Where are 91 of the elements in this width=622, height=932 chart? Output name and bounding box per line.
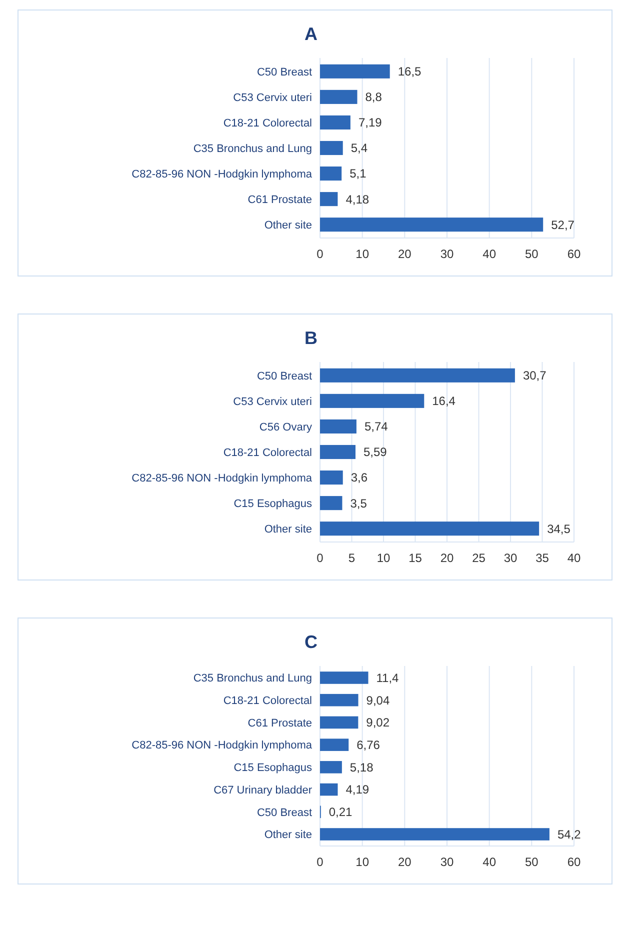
bar: [320, 419, 356, 434]
data-label: 7,19: [358, 116, 382, 130]
y-tick-label: C56 Ovary: [259, 421, 312, 434]
bar: [320, 368, 515, 382]
data-label: 16,5: [398, 64, 422, 79]
x-tick-label: 40: [482, 855, 496, 869]
bar: [320, 90, 358, 104]
data-label: 5,74: [364, 420, 388, 434]
bar: [320, 140, 343, 156]
bar: [320, 694, 358, 706]
chart-title: A: [304, 24, 318, 44]
data-label: 9,02: [366, 716, 390, 730]
data-label: 4,19: [346, 782, 370, 797]
chart-title: C: [304, 632, 318, 652]
data-label: 4,18: [346, 192, 370, 206]
y-tick-label: C50 Breast: [256, 370, 312, 382]
y-tick-label: C67 Urinary bladder: [214, 784, 312, 796]
data-label: 5,18: [350, 760, 374, 774]
y-tick-label: C15 Esophagus: [234, 762, 312, 774]
data-label: 54,2: [557, 827, 582, 842]
y-tick-label: C53 Cervix uteri: [233, 92, 312, 104]
x-tick-label: 20: [398, 855, 412, 869]
x-tick-label: 40: [567, 551, 581, 565]
data-label: 11,4: [376, 670, 400, 685]
y-tick-label: C82-85-96 NON -Hodgkin lymphoma: [132, 472, 313, 484]
y-tick-label: C82-85-96 NON -Hodgkin lymphoma: [132, 740, 313, 752]
bar: [320, 783, 338, 796]
data-label: 30,7: [522, 368, 547, 383]
x-tick-label: 15: [408, 551, 422, 565]
y-tick-label: C50 Breast: [256, 66, 312, 78]
y-tick-label: Other site: [264, 829, 312, 842]
x-tick-label: 0: [316, 551, 324, 565]
y-tick-label: C18-21 Colorectal: [223, 117, 312, 130]
bar: [320, 192, 338, 206]
y-tick-label: C15 Esophagus: [234, 498, 312, 510]
bar: [320, 444, 356, 460]
x-tick-label: 60: [567, 855, 581, 869]
data-label: 3,5: [350, 496, 368, 510]
y-tick-label: C50 Breast: [256, 806, 312, 819]
x-tick-label: 30: [440, 855, 454, 869]
bar: [320, 828, 550, 840]
data-label: 5,59: [363, 445, 388, 460]
x-tick-label: 50: [524, 855, 539, 869]
y-tick-label: C61 Prostate: [248, 717, 312, 730]
x-tick-label: 50: [524, 247, 539, 261]
bar: [320, 394, 424, 408]
x-tick-label: 10: [376, 551, 390, 565]
y-tick-label: Other site: [264, 219, 312, 232]
y-tick-label: C82-85-96 NON -Hodgkin lymphoma: [132, 168, 313, 180]
x-tick-label: 0: [316, 855, 324, 869]
x-tick-label: 10: [356, 247, 370, 261]
bar: [320, 218, 544, 232]
x-tick-label: 35: [536, 551, 550, 565]
x-tick-label: 40: [482, 247, 496, 261]
data-label: 9,04: [366, 693, 390, 708]
x-tick-label: 25: [472, 551, 486, 565]
y-tick-label: C53 Cervix uteri: [233, 396, 312, 408]
x-tick-label: 20: [398, 247, 412, 261]
bar: [320, 470, 343, 485]
x-tick-label: 20: [440, 551, 454, 565]
x-tick-label: 0: [316, 247, 324, 261]
x-tick-label: 60: [567, 247, 581, 261]
x-tick-label: 30: [440, 247, 454, 261]
data-label: 5,4: [350, 141, 368, 156]
bar: [320, 738, 349, 751]
data-label: 52,7: [551, 218, 575, 232]
x-tick-label: 30: [504, 551, 518, 565]
y-tick-label: C18-21 Colorectal: [223, 446, 312, 459]
data-label: 5,1: [350, 166, 367, 181]
bar: [320, 761, 342, 774]
data-label: 3,6: [350, 470, 368, 485]
y-tick-label: Other site: [264, 523, 312, 536]
x-tick-label: 10: [356, 855, 370, 869]
bar: [320, 522, 540, 536]
y-tick-label: C35 Bronchus and Lung: [193, 672, 312, 685]
data-label: 6,76: [356, 738, 380, 752]
data-label: 16,4: [432, 394, 456, 408]
bar: [320, 166, 342, 181]
bar: [320, 64, 390, 78]
y-tick-label: C35 Bronchus and Lung: [193, 142, 312, 155]
y-tick-label: C61 Prostate: [248, 194, 312, 206]
data-label: 0,21: [328, 805, 353, 820]
bar: [320, 115, 350, 130]
chart-title: B: [304, 328, 318, 348]
bar: [320, 496, 342, 510]
y-tick-label: C18-21 Colorectal: [223, 694, 312, 707]
bar: [320, 716, 358, 729]
data-label: 34,5: [547, 522, 571, 536]
data-label: 8,8: [365, 90, 382, 104]
bar: [320, 672, 368, 684]
x-tick-label: 5: [348, 551, 356, 565]
